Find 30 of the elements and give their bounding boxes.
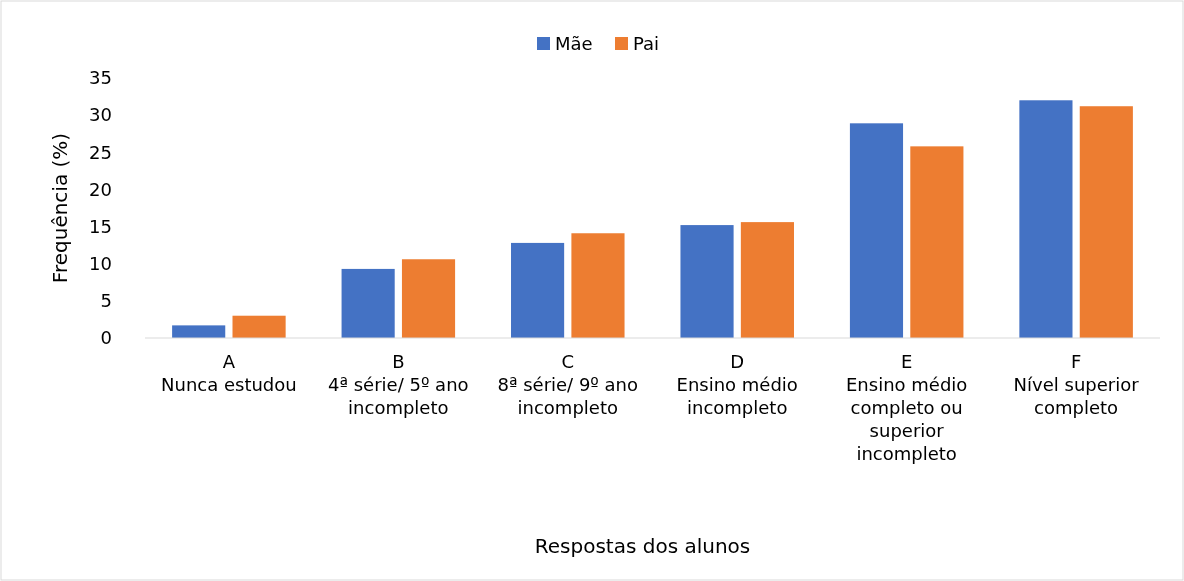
y-tick-label: 20	[89, 178, 112, 200]
x-tick-label: B 4ª série/ 5º ano incompleto	[328, 351, 469, 418]
bar	[849, 123, 904, 338]
y-tick-label: 5	[100, 290, 112, 312]
bar	[1019, 100, 1073, 338]
x-tick-label: D Ensino médio incompleto	[676, 351, 798, 418]
y-tick-label: 35	[89, 67, 112, 89]
bar	[910, 146, 964, 338]
legend-label: Pai	[633, 33, 660, 55]
bar	[232, 315, 286, 338]
bar	[511, 242, 565, 338]
y-tick-label: 25	[89, 141, 112, 163]
x-axis-title: Respostas dos alunos	[534, 534, 751, 558]
x-tick-label: E Ensino médio completo ou superior incompleto	[845, 351, 968, 464]
legend-label: Mãe	[555, 33, 593, 55]
bar	[740, 222, 794, 338]
y-tick-label: 0	[100, 327, 112, 349]
bar	[341, 268, 395, 338]
bar	[401, 259, 456, 338]
y-axis-title: Frequência (%)	[48, 132, 72, 284]
x-tick-label: A Nunca estudou	[161, 351, 297, 395]
y-tick-label: 30	[89, 104, 112, 126]
bar	[1079, 106, 1133, 338]
bar	[680, 225, 734, 338]
bar	[172, 325, 226, 338]
y-tick-label: 15	[89, 215, 112, 237]
x-tick-label: F Nível superior completo	[1013, 351, 1140, 418]
x-tick-label: C 8ª série/ 9º ano incompleto	[497, 351, 639, 418]
y-tick-label: 10	[89, 253, 112, 275]
bar	[571, 233, 625, 338]
